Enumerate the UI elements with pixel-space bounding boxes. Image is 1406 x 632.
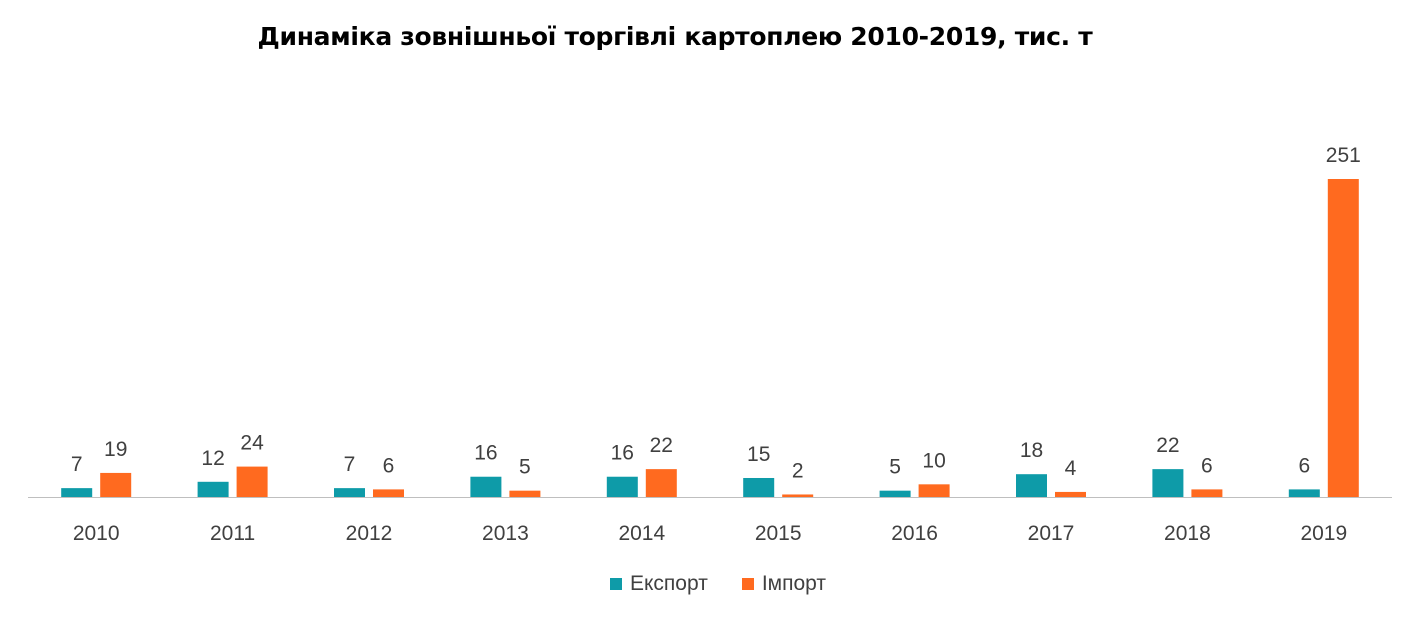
data-label-import-2012: 6 xyxy=(383,454,395,477)
bar-export-2018 xyxy=(1152,469,1184,497)
data-label-import-2014: 22 xyxy=(650,434,673,457)
bar-import-2014 xyxy=(645,469,677,497)
bar-import-2012 xyxy=(373,489,404,497)
data-label-import-2019: 251 xyxy=(1326,144,1361,167)
bar-import-2013 xyxy=(509,490,541,497)
bar-import-2019 xyxy=(1327,179,1359,497)
legend-label-import: Імпорт xyxy=(761,572,826,595)
bar-import-2015 xyxy=(782,494,814,497)
bar-import-2018 xyxy=(1191,489,1223,497)
bar-import-2011 xyxy=(236,466,268,497)
data-label-export-2010: 7 xyxy=(71,453,83,476)
x-tick-label-2015: 2015 xyxy=(755,522,802,545)
data-label-import-2018: 6 xyxy=(1201,454,1213,477)
data-labels-group: 7 19 12 24 7 6 16 5 16 22 15 2 5 10 18 4 22 6 6 251 xyxy=(71,144,1361,482)
data-label-import-2011: 24 xyxy=(240,432,264,455)
legend-item-export: Експорт xyxy=(610,572,708,596)
legend-swatch-import xyxy=(741,578,754,590)
x-tick-label-2019: 2019 xyxy=(1300,522,1347,545)
bar-import-2017 xyxy=(1055,491,1086,497)
data-label-export-2017: 18 xyxy=(1020,439,1043,462)
bar-export-2014 xyxy=(606,476,638,497)
data-label-import-2010: 19 xyxy=(104,438,127,461)
x-tick-label-2013: 2013 xyxy=(482,522,529,545)
data-label-export-2011: 12 xyxy=(201,447,224,470)
legend-swatch-export xyxy=(610,578,622,590)
data-label-import-2016: 10 xyxy=(922,449,945,472)
bar-export-2013 xyxy=(470,476,502,497)
data-label-export-2015: 15 xyxy=(747,443,770,466)
legend-item-import: Імпорт xyxy=(741,572,826,596)
bar-export-2016 xyxy=(879,490,911,497)
x-tick-label-2018: 2018 xyxy=(1164,522,1211,545)
bar-import-2010 xyxy=(100,472,132,497)
x-tick-label-2014: 2014 xyxy=(618,522,665,545)
bar-export-2017 xyxy=(1016,474,1047,497)
bar-export-2019 xyxy=(1288,489,1320,497)
data-label-import-2017: 4 xyxy=(1065,457,1077,480)
bar-export-2012 xyxy=(334,488,365,497)
x-tick-label-2011: 2011 xyxy=(210,522,255,545)
x-tick-label-2010: 2010 xyxy=(73,522,120,545)
x-tick-labels-group: 2010 2011 2012 2013 2014 2015 2016 2017 2018 2019 xyxy=(73,522,1347,545)
legend: Експорт Імпорт xyxy=(0,572,1406,596)
data-label-export-2014: 16 xyxy=(611,442,634,465)
bar-import-2016 xyxy=(918,484,950,497)
x-tick-label-2012: 2012 xyxy=(346,522,393,545)
bar-export-2015 xyxy=(743,477,775,497)
bar-export-2010 xyxy=(61,488,93,497)
data-label-import-2015: 2 xyxy=(792,459,804,482)
legend-label-export: Експорт xyxy=(630,572,708,595)
x-tick-label-2016: 2016 xyxy=(891,522,938,545)
bars-group xyxy=(61,179,1359,497)
data-label-export-2013: 16 xyxy=(474,442,497,465)
data-label-export-2018: 22 xyxy=(1156,434,1179,457)
chart-title: Динаміка зовнішньої торгівлі картоплею 2… xyxy=(257,22,1093,51)
data-label-export-2016: 5 xyxy=(889,456,901,479)
data-label-export-2019: 6 xyxy=(1298,454,1310,477)
data-label-export-2012: 7 xyxy=(344,453,356,476)
x-tick-label-2017: 2017 xyxy=(1028,522,1075,545)
bar-export-2011 xyxy=(197,481,229,497)
data-label-import-2013: 5 xyxy=(519,456,531,479)
